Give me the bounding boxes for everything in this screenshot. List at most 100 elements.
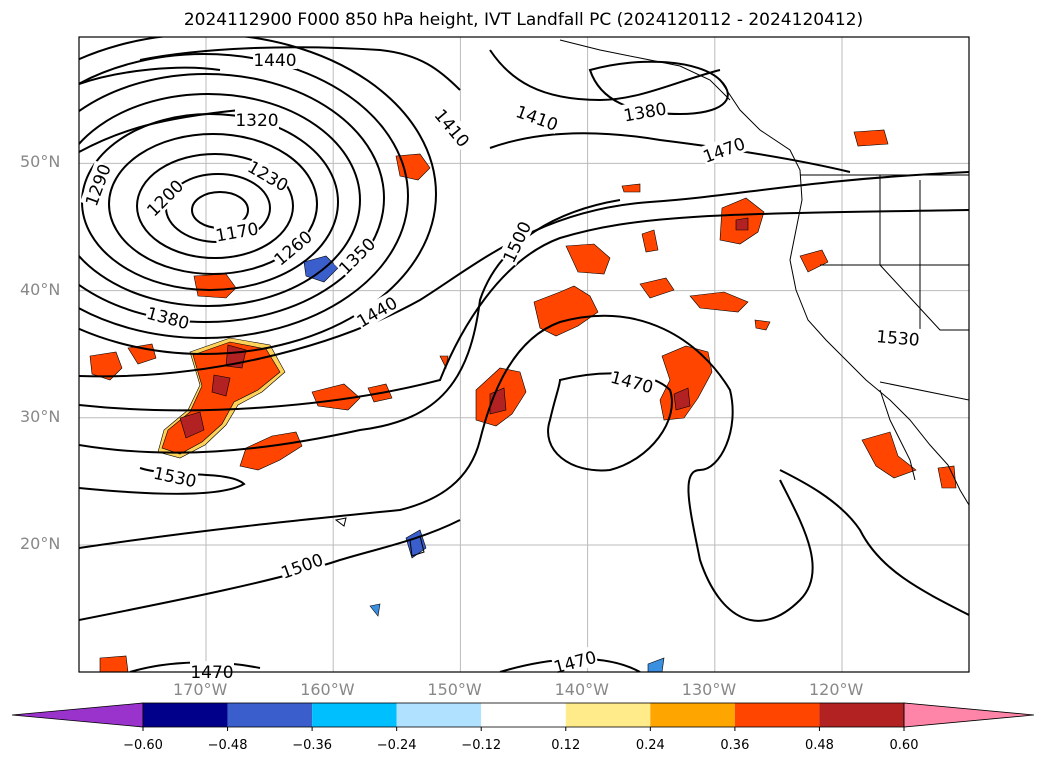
- colorbar-extend-low: [11, 702, 144, 728]
- contour-label: 1380: [622, 99, 668, 126]
- ivt-shading: [89, 129, 957, 672]
- lon-tick-label: 140°W: [554, 680, 609, 699]
- contour-label: 1530: [152, 464, 198, 493]
- contour-label-bg: [277, 548, 326, 582]
- contour-line: [79, 37, 437, 355]
- colorbar-segment: [819, 703, 904, 727]
- contour-label-bg: [190, 661, 234, 681]
- state-border: [879, 264, 969, 331]
- ivt-blob: [659, 345, 713, 421]
- colorbar-extend-high: [903, 702, 1035, 728]
- contour-label-bg: [550, 645, 599, 677]
- contour-line: [547, 372, 673, 472]
- colorbar-segment: [565, 703, 651, 727]
- ivt-blob: [239, 431, 303, 471]
- contour-label: 1320: [235, 111, 278, 131]
- lat-tick-label: 40°N: [20, 279, 61, 299]
- map-title: 2024112900 F000 850 hPa height, IVT Land…: [183, 10, 864, 30]
- contour-label-bg: [699, 132, 748, 166]
- contour-line: [136, 153, 294, 259]
- contour-label: 1380: [144, 304, 191, 335]
- ivt-blob: [405, 529, 427, 559]
- alaska-coast: [559, 39, 731, 101]
- island: [334, 517, 347, 527]
- contour-line: [79, 314, 814, 622]
- contour-line: [79, 66, 221, 85]
- contour-label-bg: [244, 155, 293, 195]
- ivt-blob: [673, 387, 691, 411]
- colorbar-segment: [396, 703, 482, 727]
- lat-tick-label: 30°N: [20, 406, 61, 426]
- colorbar-segment: [312, 703, 397, 727]
- contour-label-bg: [621, 97, 669, 125]
- contour-label-bg: [333, 232, 379, 278]
- contour-label-bg: [352, 291, 401, 331]
- colorbar-tick-label: 0.12: [551, 738, 581, 753]
- ivt-blob: [861, 431, 917, 479]
- ivt-blob: [565, 243, 611, 275]
- contour-line: [489, 132, 851, 173]
- ivt-blob: [735, 217, 749, 231]
- colorbar-tick-label: 0.24: [635, 738, 665, 753]
- ivt-blob: [89, 351, 123, 381]
- contour-label: 1170: [214, 219, 260, 246]
- contour-label-bg: [80, 160, 114, 209]
- contour-label: 1440: [253, 51, 296, 71]
- colorbar-segment: [143, 703, 228, 727]
- colorbar-tick-label: −0.60: [123, 738, 163, 753]
- contour-label-bg: [608, 365, 657, 397]
- lon-tick-label: 120°W: [809, 680, 864, 699]
- coastlines: [334, 39, 969, 557]
- contour-label-bg: [497, 217, 535, 266]
- contour-label-bg: [213, 217, 261, 245]
- ivt-blob: [639, 277, 675, 299]
- colorbar-segment: [227, 703, 313, 727]
- ivt-blob: [311, 383, 361, 411]
- colorbar-tick-label: 0.60: [889, 738, 919, 753]
- contour-line: [139, 46, 461, 91]
- colorbar-frame: [142, 702, 905, 728]
- contour-label-bg: [430, 104, 475, 151]
- ivt-blob: [754, 319, 771, 331]
- contour-line: [79, 109, 241, 153]
- island: [409, 535, 425, 557]
- ivt-blob: [179, 344, 247, 439]
- contour-line: [489, 49, 721, 102]
- contour-label: 1530: [875, 327, 920, 351]
- baja-coastline: [879, 389, 916, 481]
- lon-tick-label: 150°W: [427, 680, 482, 699]
- ivt-blob: [621, 183, 641, 193]
- lon-tick-label: 170°W: [173, 680, 228, 699]
- ivt-blob: [99, 655, 129, 672]
- colorbar-segment: [481, 703, 566, 727]
- contour-label-bg: [144, 301, 193, 333]
- colorbar-tick-label: 0.36: [720, 738, 750, 753]
- contour-line: [79, 73, 385, 323]
- colorbar-segment: [650, 703, 735, 727]
- ivt-blob: [799, 249, 829, 273]
- lat-tick-label: 50°N: [20, 152, 61, 172]
- colorbar-tick-label: −0.24: [376, 738, 417, 753]
- colorbar-tick-label: −0.36: [292, 738, 333, 753]
- contour-label-bg: [513, 100, 562, 134]
- colorbar-segment: [734, 703, 820, 727]
- contour-label-bg: [151, 461, 199, 491]
- colorbar-tick-label: −0.12: [461, 738, 502, 753]
- contour-label-bg: [235, 109, 279, 129]
- ivt-blob: [853, 129, 889, 147]
- ivt-blob: [369, 603, 381, 617]
- state-border: [879, 381, 969, 401]
- ivt-blob: [193, 273, 237, 299]
- contour-line: [79, 519, 461, 621]
- lon-tick-label: 130°W: [681, 680, 737, 699]
- lat-tick-label: 20°N: [20, 534, 61, 553]
- map-frame: [78, 36, 970, 673]
- west-coast-line: [719, 79, 969, 506]
- contour-label-bg: [253, 49, 297, 69]
- lon-tick-label: 160°W: [300, 680, 355, 699]
- ivt-blob: [533, 285, 599, 337]
- contour-line: [79, 53, 409, 339]
- ivt-blob: [689, 291, 749, 313]
- contour-line: [79, 93, 361, 307]
